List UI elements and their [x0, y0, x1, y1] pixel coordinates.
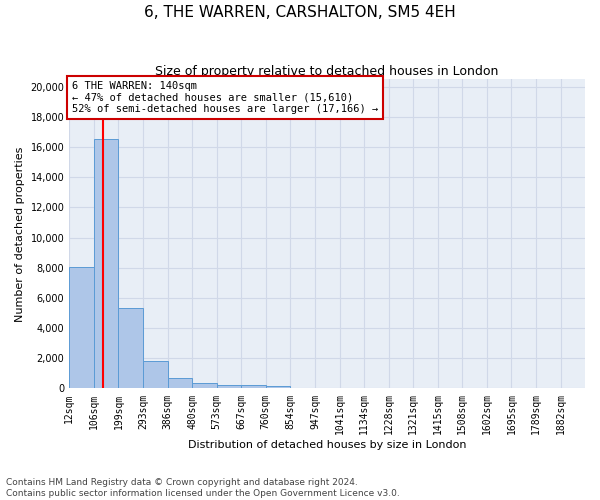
- Bar: [167, 378, 192, 388]
- Bar: [118, 308, 143, 388]
- Bar: [94, 139, 118, 388]
- Bar: [217, 384, 241, 388]
- Text: 6 THE WARREN: 140sqm
← 47% of detached houses are smaller (15,610)
52% of semi-d: 6 THE WARREN: 140sqm ← 47% of detached h…: [72, 80, 378, 114]
- Bar: [143, 360, 167, 388]
- Bar: [241, 386, 266, 388]
- Bar: [69, 267, 94, 388]
- Bar: [192, 383, 217, 388]
- Y-axis label: Number of detached properties: Number of detached properties: [15, 146, 25, 322]
- Text: 6, THE WARREN, CARSHALTON, SM5 4EH: 6, THE WARREN, CARSHALTON, SM5 4EH: [144, 5, 456, 20]
- Title: Size of property relative to detached houses in London: Size of property relative to detached ho…: [155, 65, 499, 78]
- Bar: [266, 386, 290, 388]
- Text: Contains HM Land Registry data © Crown copyright and database right 2024.
Contai: Contains HM Land Registry data © Crown c…: [6, 478, 400, 498]
- X-axis label: Distribution of detached houses by size in London: Distribution of detached houses by size …: [188, 440, 466, 450]
